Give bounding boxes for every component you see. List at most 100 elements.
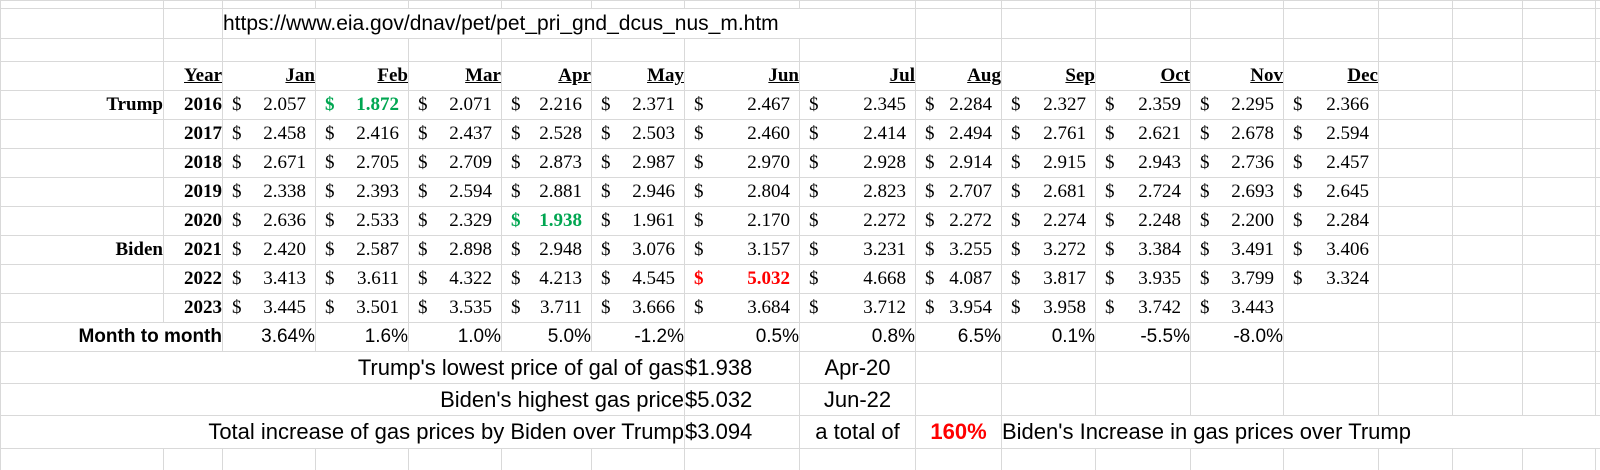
price-cell[interactable]: $3.231 (799, 235, 916, 265)
president-cell[interactable] (0, 148, 164, 178)
price-cell[interactable]: $3.076 (591, 235, 685, 265)
empty-cell[interactable] (1522, 264, 1596, 294)
price-cell[interactable]: $2.414 (799, 119, 916, 149)
empty-cell[interactable] (1522, 148, 1596, 178)
empty-cell[interactable] (915, 38, 1002, 62)
price-cell[interactable]: $2.284 (915, 90, 1002, 120)
price-cell[interactable]: $3.935 (1095, 264, 1191, 294)
empty-cell[interactable] (0, 38, 164, 62)
empty-cell[interactable] (1522, 351, 1596, 384)
year-cell[interactable]: 2019 (163, 177, 223, 207)
price-cell[interactable]: $3.157 (684, 235, 800, 265)
empty-cell[interactable] (1378, 38, 1453, 62)
empty-cell[interactable] (315, 0, 409, 9)
price-cell[interactable]: $3.255 (915, 235, 1002, 265)
price-cell[interactable]: $2.460 (684, 119, 800, 149)
president-cell[interactable]: Trump (0, 90, 164, 120)
year-cell[interactable]: 2020 (163, 206, 223, 236)
price-cell[interactable]: $2.948 (501, 235, 592, 265)
empty-cell[interactable] (1595, 38, 1600, 62)
month-to-month-label[interactable]: Month to month (0, 322, 223, 352)
empty-cell[interactable] (1378, 264, 1453, 294)
price-cell[interactable]: $2.804 (684, 177, 800, 207)
year-cell[interactable]: 2017 (163, 119, 223, 149)
president-cell[interactable] (0, 177, 164, 207)
empty-cell[interactable] (1522, 448, 1596, 470)
empty-cell[interactable] (1595, 61, 1600, 91)
empty-cell[interactable] (1190, 38, 1284, 62)
price-cell[interactable]: $2.437 (408, 119, 502, 149)
empty-cell[interactable] (1522, 177, 1596, 207)
percent-cell[interactable] (1283, 322, 1379, 352)
empty-cell[interactable] (915, 351, 1002, 384)
year-cell[interactable]: 2021 (163, 235, 223, 265)
empty-cell[interactable] (1452, 264, 1523, 294)
empty-cell[interactable] (1001, 38, 1096, 62)
year-column-header[interactable]: Year (163, 61, 223, 91)
empty-cell[interactable] (1378, 119, 1453, 149)
price-cell[interactable]: $3.711 (501, 293, 592, 323)
empty-cell[interactable] (1378, 206, 1453, 236)
empty-cell[interactable] (1522, 206, 1596, 236)
empty-cell[interactable] (1378, 322, 1453, 352)
price-cell[interactable]: $4.213 (501, 264, 592, 294)
price-cell[interactable] (1283, 293, 1379, 323)
empty-cell[interactable] (1001, 351, 1096, 384)
percent-cell[interactable]: 0.5% (684, 322, 800, 352)
empty-cell[interactable] (1378, 8, 1453, 39)
price-cell[interactable]: $4.668 (799, 264, 916, 294)
price-cell[interactable]: $3.406 (1283, 235, 1379, 265)
empty-cell[interactable] (1595, 264, 1600, 294)
corner-cell[interactable] (0, 61, 164, 91)
empty-cell[interactable] (1595, 448, 1600, 470)
price-cell[interactable]: $3.535 (408, 293, 502, 323)
empty-cell[interactable] (1452, 119, 1523, 149)
biden-highest-value[interactable]: $5.032 (684, 383, 800, 416)
empty-cell[interactable] (1452, 293, 1523, 323)
empty-cell[interactable] (1595, 293, 1600, 323)
empty-cell[interactable] (1378, 0, 1453, 9)
empty-cell[interactable] (1452, 206, 1523, 236)
president-cell[interactable] (0, 264, 164, 294)
price-cell[interactable]: $2.057 (222, 90, 316, 120)
price-cell[interactable]: $2.272 (799, 206, 916, 236)
price-cell[interactable]: $3.443 (1190, 293, 1284, 323)
empty-cell[interactable] (1378, 177, 1453, 207)
empty-cell[interactable] (591, 448, 685, 470)
empty-cell[interactable] (1190, 448, 1284, 470)
price-cell[interactable]: $2.503 (591, 119, 685, 149)
empty-cell[interactable] (1522, 0, 1596, 9)
price-cell[interactable]: $2.248 (1095, 206, 1191, 236)
empty-cell[interactable] (1190, 0, 1284, 9)
empty-cell[interactable] (1283, 351, 1379, 384)
empty-cell[interactable] (1452, 351, 1523, 384)
empty-cell[interactable] (1190, 351, 1284, 384)
empty-cell[interactable] (1283, 383, 1379, 416)
price-cell[interactable]: $2.071 (408, 90, 502, 120)
empty-cell[interactable] (163, 448, 223, 470)
year-cell[interactable]: 2016 (163, 90, 223, 120)
price-cell[interactable]: $2.678 (1190, 119, 1284, 149)
price-cell[interactable]: $2.416 (315, 119, 409, 149)
price-cell[interactable]: $3.272 (1001, 235, 1096, 265)
empty-cell[interactable] (1522, 293, 1596, 323)
empty-cell[interactable] (0, 8, 164, 39)
month-column-header[interactable]: Mar (408, 61, 502, 91)
empty-cell[interactable] (799, 38, 916, 62)
empty-cell[interactable] (1095, 351, 1191, 384)
percent-cell[interactable]: 1.6% (315, 322, 409, 352)
price-cell[interactable]: $2.987 (591, 148, 685, 178)
price-cell[interactable]: $3.413 (222, 264, 316, 294)
empty-cell[interactable] (684, 448, 800, 470)
total-increase-percent[interactable]: 160% (915, 415, 1002, 449)
month-column-header[interactable]: Feb (315, 61, 409, 91)
empty-cell[interactable] (1095, 8, 1191, 39)
empty-cell[interactable] (915, 0, 1002, 9)
empty-cell[interactable] (1283, 38, 1379, 62)
percent-cell[interactable]: 6.5% (915, 322, 1002, 352)
price-cell[interactable]: $3.611 (315, 264, 409, 294)
price-cell[interactable]: $2.420 (222, 235, 316, 265)
empty-cell[interactable] (1522, 61, 1596, 91)
empty-cell[interactable] (1595, 206, 1600, 236)
trump-lowest-value[interactable]: $1.938 (684, 351, 800, 384)
